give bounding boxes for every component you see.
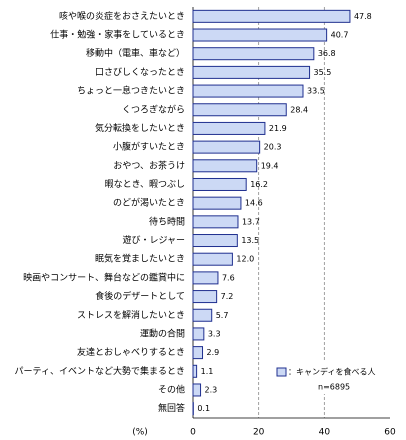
legend-note: n=6895 — [318, 383, 350, 392]
value-label: 1.1 — [201, 367, 214, 376]
value-label: 36.8 — [318, 49, 336, 58]
value-label: 19.4 — [261, 161, 279, 170]
category-label: 気分転換をしたいとき — [95, 122, 185, 134]
value-label: 12.0 — [236, 255, 254, 264]
bar — [192, 234, 238, 248]
category-label: ちょっと一息つきたいとき — [77, 85, 185, 97]
category-label: 移動中（電車、車など） — [86, 47, 185, 59]
category-label: 遊び・レジャー — [122, 234, 185, 246]
value-label: 33.5 — [307, 87, 325, 96]
category-label: 映画やコンサート、舞台などの鑑賞中に — [23, 271, 185, 283]
bar — [192, 47, 315, 61]
bar — [192, 364, 198, 378]
value-label: 5.7 — [216, 311, 229, 320]
bar — [192, 9, 351, 23]
value-label: 47.8 — [354, 12, 372, 21]
category-label: 咳や喉の炎症をおさえたいとき — [59, 10, 185, 22]
bar — [192, 215, 239, 229]
category-label: おやつ、お茶うけ — [113, 159, 185, 171]
value-label: 40.7 — [331, 31, 349, 40]
bar — [192, 308, 213, 322]
bar — [192, 383, 202, 397]
value-label: 28.4 — [290, 105, 308, 114]
bar — [192, 159, 258, 173]
legend-swatch — [276, 367, 287, 377]
x-tick-label: 60 — [384, 428, 396, 438]
value-label: 13.5 — [241, 236, 259, 245]
category-label: くつろぎながら — [122, 103, 185, 115]
category-label: 暇なとき、暇つぶし — [105, 179, 185, 190]
value-label: 3.3 — [208, 329, 221, 338]
bar — [192, 65, 311, 79]
category-label: のどが渇いたとき — [113, 197, 185, 209]
value-label: 7.6 — [222, 273, 235, 282]
value-label: 35.5 — [314, 68, 332, 77]
value-label: 2.9 — [207, 348, 220, 357]
category-label: その他 — [158, 383, 185, 395]
bar — [192, 196, 242, 210]
category-label: 待ち時間 — [149, 215, 185, 227]
legend-box — [282, 362, 382, 394]
bar — [192, 84, 304, 98]
bar — [192, 252, 233, 266]
category-label: 無回答 — [158, 402, 185, 414]
bar — [192, 28, 328, 42]
category-label: 友達とおしゃべりするとき — [77, 346, 185, 358]
x-tick-label: 40 — [319, 428, 331, 438]
x-axis-label: (%) — [132, 428, 148, 438]
category-label: 仕事・勉強・家事をしているとき — [50, 29, 185, 41]
category-label: 食後のデザートとして — [95, 290, 185, 302]
legend-label: ：キャンディを食べる人 — [288, 367, 375, 377]
bar — [192, 327, 205, 341]
value-label: 16.2 — [250, 180, 268, 189]
bar — [192, 121, 266, 135]
value-label: 7.2 — [221, 292, 234, 301]
x-tick-label: 20 — [253, 428, 265, 438]
value-label: 21.9 — [269, 124, 287, 133]
value-label: 2.3 — [205, 385, 218, 394]
bar — [192, 103, 287, 117]
category-label: 小腹がすいたとき — [113, 141, 185, 153]
value-label: 14.6 — [245, 199, 263, 208]
category-label: 口さびしくなったとき — [95, 67, 185, 78]
bar — [192, 271, 219, 285]
value-label: 13.7 — [242, 217, 260, 226]
x-tick-label: 0 — [190, 428, 196, 438]
category-label: 運動の合間 — [140, 327, 185, 339]
category-label: パーティ、イベントなど大勢で集まるとき — [15, 365, 185, 377]
value-label: 20.3 — [264, 143, 282, 152]
bar — [192, 140, 261, 154]
category-label: ストレスを解消したいとき — [77, 309, 185, 321]
bar — [192, 177, 247, 191]
value-label: 0.1 — [197, 404, 210, 413]
bar — [192, 290, 218, 304]
category-label: 眠気を覚ましたいとき — [95, 253, 185, 265]
bar — [192, 346, 204, 360]
